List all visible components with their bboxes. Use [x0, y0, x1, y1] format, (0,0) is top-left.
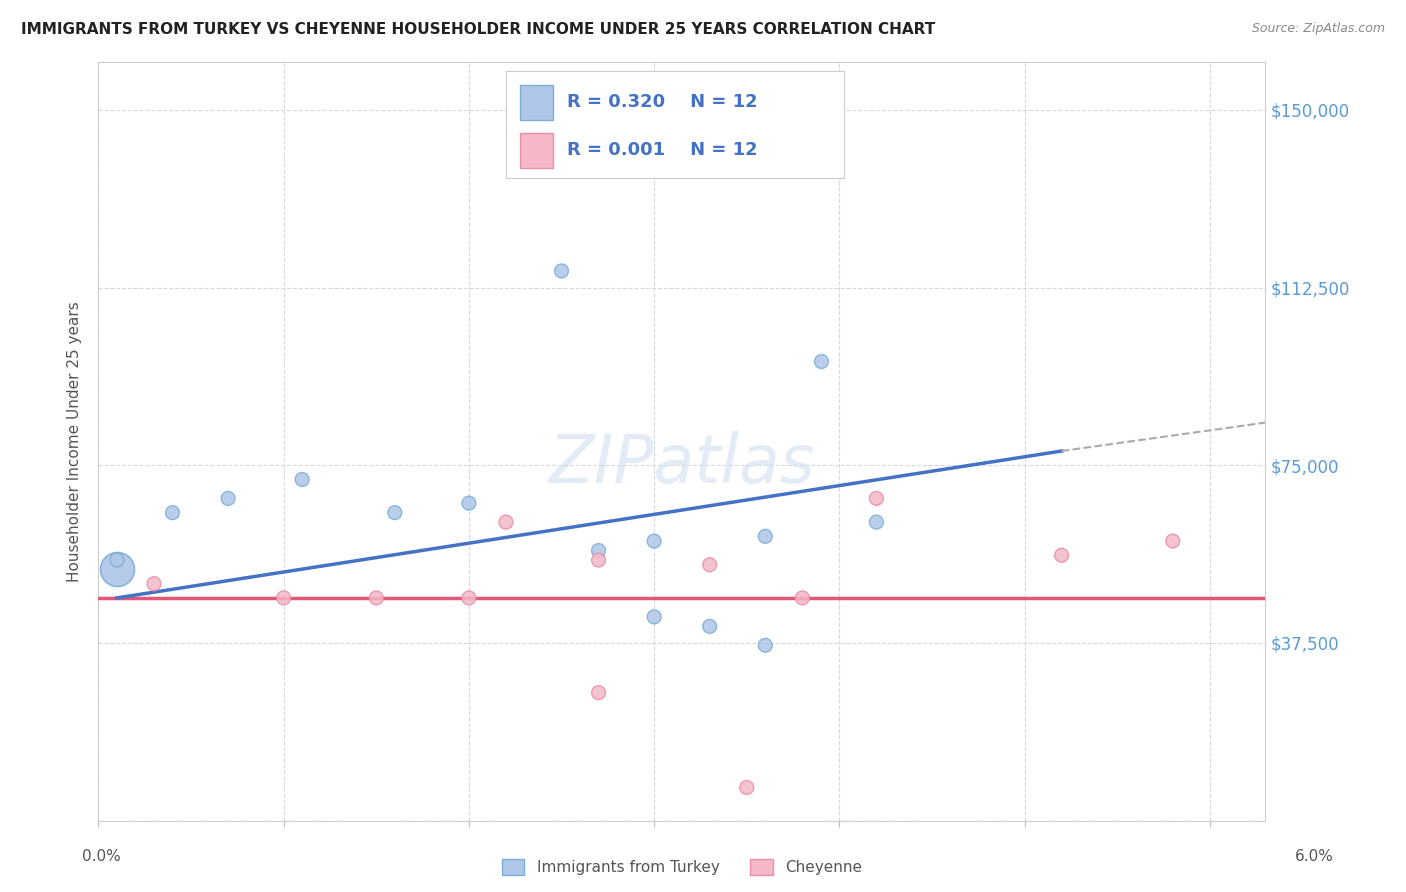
Legend: Immigrants from Turkey, Cheyenne: Immigrants from Turkey, Cheyenne	[495, 853, 869, 881]
Point	[457, 591, 479, 605]
Point	[865, 515, 887, 529]
Point	[1050, 548, 1073, 563]
Point	[754, 529, 776, 543]
Text: 6.0%: 6.0%	[1295, 849, 1334, 863]
Point	[588, 553, 610, 567]
Point	[105, 562, 128, 576]
Point	[643, 534, 665, 549]
Point	[105, 553, 128, 567]
Point	[273, 591, 295, 605]
Point	[550, 264, 572, 278]
Point	[865, 491, 887, 506]
Point	[588, 543, 610, 558]
Point	[143, 576, 166, 591]
Point	[792, 591, 814, 605]
Point	[217, 491, 239, 506]
Point	[384, 506, 406, 520]
Point	[495, 515, 517, 529]
Text: Source: ZipAtlas.com: Source: ZipAtlas.com	[1251, 22, 1385, 36]
Point	[588, 686, 610, 700]
Point	[643, 610, 665, 624]
Text: IMMIGRANTS FROM TURKEY VS CHEYENNE HOUSEHOLDER INCOME UNDER 25 YEARS CORRELATION: IMMIGRANTS FROM TURKEY VS CHEYENNE HOUSE…	[21, 22, 935, 37]
Point	[754, 638, 776, 652]
Text: ZIPatlas: ZIPatlas	[548, 432, 815, 497]
Text: R = 0.320    N = 12: R = 0.320 N = 12	[567, 93, 758, 111]
Point	[699, 558, 721, 572]
Point	[810, 354, 832, 368]
Point	[735, 780, 758, 795]
Point	[699, 619, 721, 633]
Text: 0.0%: 0.0%	[82, 849, 121, 863]
Point	[457, 496, 479, 510]
Point	[366, 591, 388, 605]
Point	[1161, 534, 1184, 549]
Y-axis label: Householder Income Under 25 years: Householder Income Under 25 years	[67, 301, 83, 582]
Point	[291, 473, 314, 487]
FancyBboxPatch shape	[520, 86, 554, 120]
Point	[162, 506, 184, 520]
Text: R = 0.001    N = 12: R = 0.001 N = 12	[567, 141, 758, 159]
FancyBboxPatch shape	[520, 134, 554, 168]
